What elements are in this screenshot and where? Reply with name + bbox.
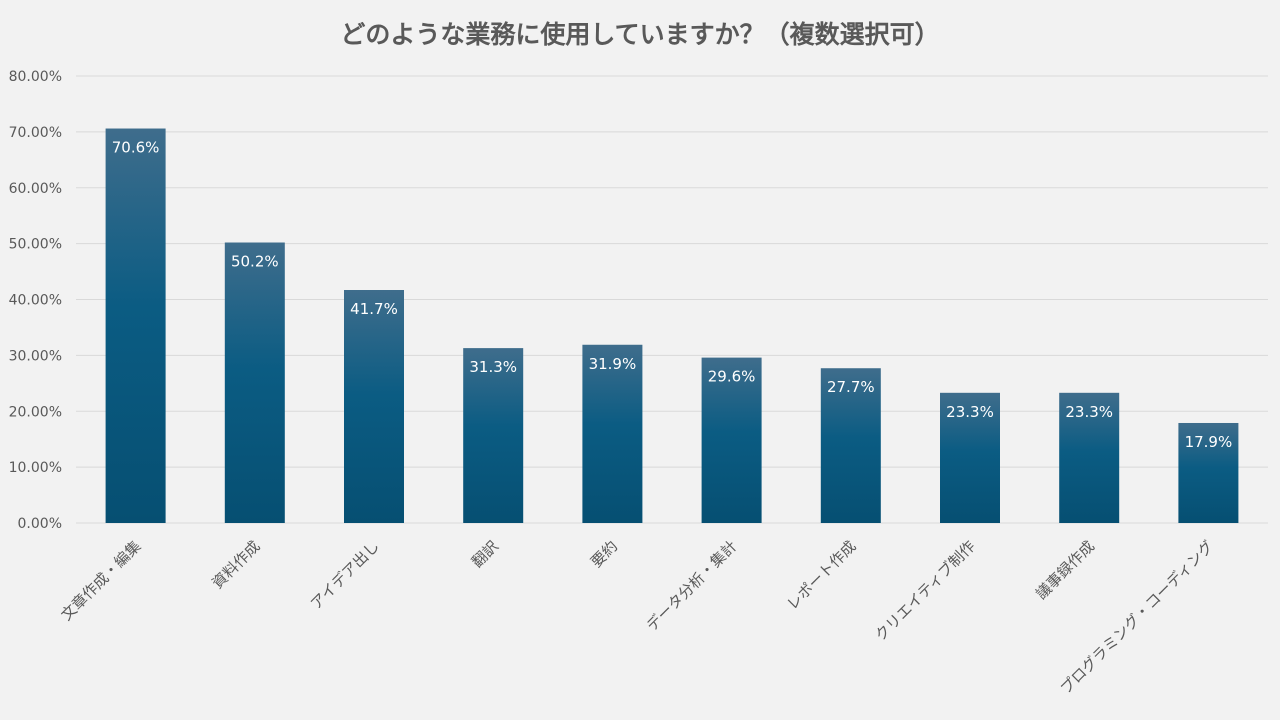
data-label: 31.9%	[589, 355, 637, 373]
y-tick-label: 30.00%	[9, 348, 62, 364]
x-tick-label: 要約	[587, 537, 621, 571]
bars	[105, 128, 1239, 523]
bar	[463, 348, 524, 523]
y-tick-label: 10.00%	[9, 460, 62, 476]
x-tick-label: アイデア出し	[307, 537, 383, 613]
bar	[582, 344, 643, 523]
y-tick-label: 70.00%	[9, 125, 62, 141]
bar	[1059, 392, 1120, 523]
y-tick-label: 60.00%	[9, 181, 62, 197]
bar	[224, 242, 285, 523]
x-tick-label: 議事録作成	[1032, 537, 1098, 603]
data-label: 29.6%	[708, 368, 756, 386]
data-label: 23.3%	[1065, 403, 1113, 421]
chart-title: どのような業務に使用していますか？（複数選択可）	[340, 20, 939, 49]
y-tick-label: 50.00%	[9, 237, 62, 253]
bar	[940, 392, 1000, 523]
y-tick-label: 40.00%	[9, 293, 62, 309]
x-tick-label: 文章作成・編集	[57, 537, 144, 624]
data-label: 23.3%	[946, 403, 994, 421]
y-tick-label: 0.00%	[18, 516, 62, 532]
data-label: 70.6%	[112, 139, 160, 157]
x-tick-label: 資料作成	[208, 537, 263, 592]
bar	[701, 357, 762, 523]
x-tick-label: データ分析・集計	[643, 537, 741, 635]
data-label: 17.9%	[1185, 433, 1233, 451]
x-axis: 文章作成・編集 資料作成 アイデア出し 翻訳 要約 データ分析・集計 レポート作成 クリエイテ…	[57, 537, 1217, 697]
data-label: 27.7%	[827, 378, 875, 396]
y-tick-label: 20.00%	[9, 404, 62, 420]
data-label: 41.7%	[350, 300, 398, 318]
bar	[105, 128, 166, 523]
x-tick-label: 翻訳	[468, 537, 502, 571]
data-labels: 70.6% 50.2% 41.7% 31.3% 31.9% 29.6% 27.7% 23.3%…	[112, 139, 1232, 451]
x-tick-label: レポート作成	[783, 537, 859, 613]
bar	[1178, 422, 1239, 523]
data-label: 50.2%	[231, 253, 279, 271]
y-axis: 0.00% 10.00% 20.00% 30.00% 40.00% 50.00% 60.00…	[9, 69, 62, 532]
bar	[820, 368, 881, 523]
bar	[344, 290, 404, 523]
y-tick-label: 80.00%	[9, 69, 62, 85]
data-label: 31.3%	[469, 358, 517, 376]
x-tick-label: クリエイティブ制作	[871, 537, 978, 644]
